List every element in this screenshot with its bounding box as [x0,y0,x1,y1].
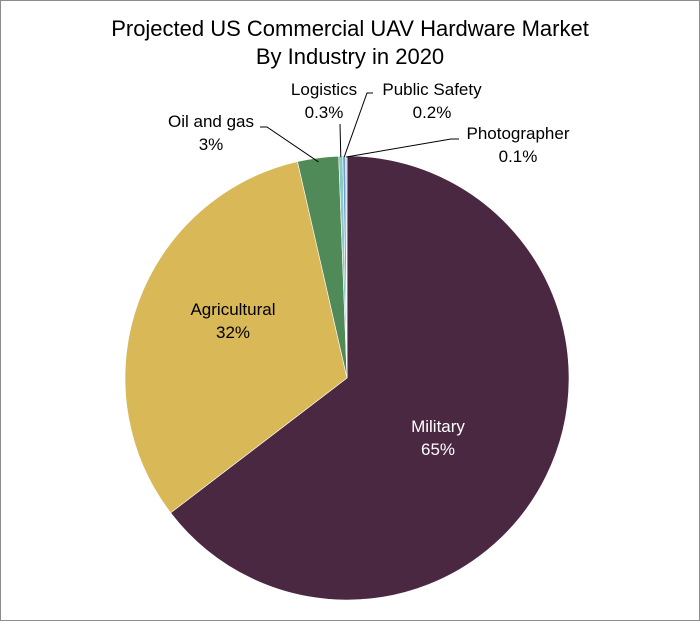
slice-value-military: 65% [421,440,455,459]
slice-value-oil-and-gas: 3% [199,135,224,154]
slice-label-agricultural: Agricultural [190,300,275,319]
slice-value-photographer: 0.1% [499,147,538,166]
slice-label-military: Military [411,417,465,436]
pie-slice-military [170,155,570,601]
chart-title-line-1: Projected US Commercial UAV Hardware Mar… [111,16,589,41]
leader-line-logistics [339,123,342,158]
slice-label-photographer: Photographer [466,124,569,143]
slice-labels: Military 65% Agricultural 32% Oil and gas 3% L… [168,80,570,459]
slice-value-logistics: 0.3% [305,103,344,122]
slice-value-agricultural: 32% [216,323,250,342]
leader-line-oil-and-gas [260,126,319,163]
leader-lines [260,92,459,163]
pie-slices [124,155,570,601]
pie-slice-agricultural [124,161,348,514]
chart-title-line-2: By Industry in 2020 [256,44,444,69]
slice-label-oil-and-gas: Oil and gas [168,112,254,131]
leader-line-public-safety [343,92,373,158]
slice-label-logistics: Logistics [291,80,357,99]
pie-slice-photographer [345,155,348,379]
slice-label-public-safety: Public Safety [382,80,482,99]
slice-value-public-safety: 0.2% [413,103,452,122]
leader-line-photographer [346,138,459,158]
